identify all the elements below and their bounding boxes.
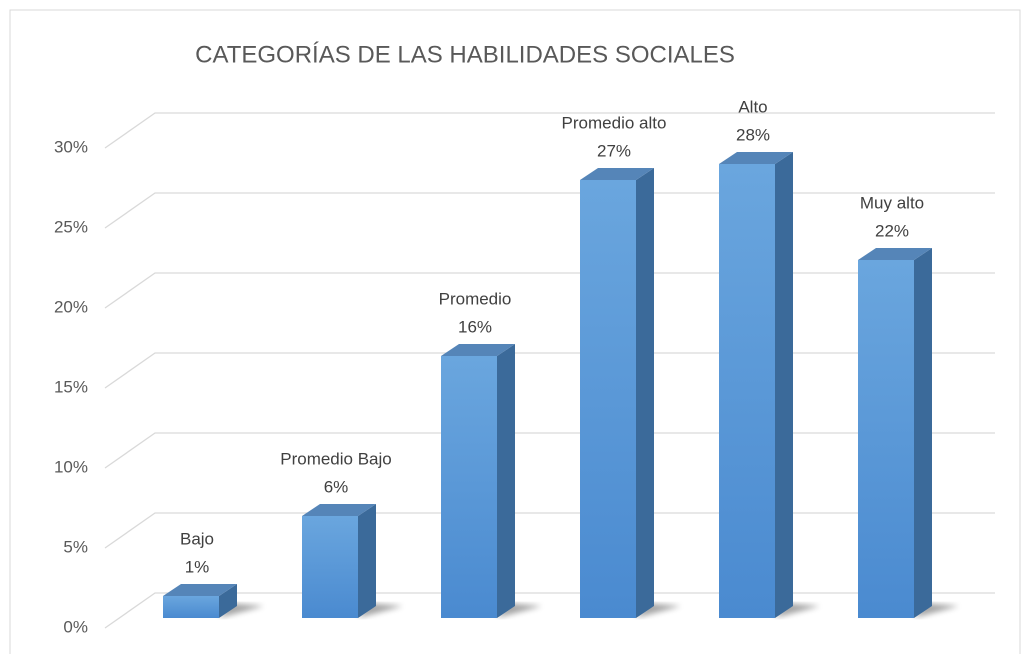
grid-line [104, 192, 995, 229]
y-tick-label: 15% [54, 377, 88, 396]
y-tick-label: 25% [54, 217, 88, 236]
bar-top [719, 152, 793, 164]
category-label: Alto [738, 97, 767, 116]
grid-line [104, 112, 995, 149]
y-tick-label: 0% [63, 617, 88, 636]
y-tick-label: 20% [54, 297, 88, 316]
bar [580, 180, 636, 618]
y-tick-label: 5% [63, 537, 88, 556]
category-label: Promedio [439, 289, 512, 308]
bar-side [219, 584, 237, 618]
category-label: Promedio Bajo [280, 449, 392, 468]
grid-line [104, 272, 995, 309]
bar-top [302, 504, 376, 516]
data-label: 28% [736, 125, 770, 144]
bar-side [636, 168, 654, 618]
category-label: Promedio alto [562, 113, 667, 132]
bar-top [441, 344, 515, 356]
bar-side [914, 248, 932, 618]
data-label: 22% [875, 221, 909, 240]
y-tick-label: 10% [54, 457, 88, 476]
bar [302, 516, 358, 618]
y-tick-label: 30% [54, 137, 88, 156]
data-label: 16% [458, 317, 492, 336]
data-label: 6% [324, 477, 349, 496]
grid-line [104, 512, 995, 549]
category-label: Muy alto [860, 193, 924, 212]
bar-side [497, 344, 515, 618]
bar-side [358, 504, 376, 618]
grid-line [104, 432, 995, 469]
bar [441, 356, 497, 618]
grid-line [104, 352, 995, 389]
category-label: Bajo [180, 529, 214, 548]
bar-top [163, 584, 237, 596]
bar-top [858, 248, 932, 260]
data-label: 1% [185, 557, 210, 576]
bar [858, 260, 914, 618]
bar-side [775, 152, 793, 618]
data-label: 27% [597, 141, 631, 160]
bar [163, 596, 219, 618]
chart-title: CATEGORÍAS DE LAS HABILIDADES SOCIALES [195, 41, 735, 68]
bar [719, 164, 775, 618]
grid-line [104, 592, 995, 629]
bar-top [580, 168, 654, 180]
